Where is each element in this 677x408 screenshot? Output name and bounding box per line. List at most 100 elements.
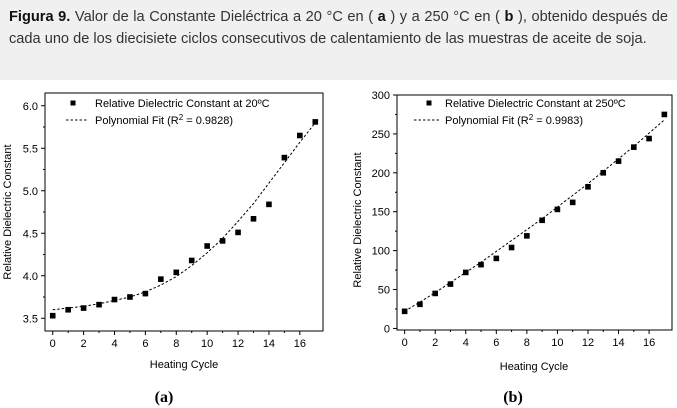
x-tick-label: 16 [294,338,306,350]
caption-text-1: Valor de la Constante Dieléctrica a 20 °… [70,9,378,25]
data-point [401,308,408,315]
y-tick-label: 5.0 [23,186,38,198]
data-point [478,261,484,268]
y-tick-label: 250 [372,129,390,141]
data-point [312,119,319,125]
caption-panel-b: b [504,9,514,25]
y-tick-label: 4.5 [23,228,38,240]
data-point [281,154,288,161]
data-point [585,184,591,190]
data-point [80,305,87,311]
x-tick-label: 12 [582,337,594,349]
legend-label-data: Relative Dielectric Constant at 20ºC [95,98,270,110]
caption-panel-a: a [377,9,386,25]
data-point [219,238,226,244]
legend-fit-r2: = 0.9983) [533,115,583,127]
x-tick-label: 8 [173,338,179,350]
y-axis-title: Relative Dielectric Constant [352,152,364,287]
data-point [462,269,469,276]
caption-text-2: ) y a 250 °C en ( [385,9,505,25]
data-point [432,290,438,297]
data-point [646,135,652,142]
x-tick-label: 16 [643,337,655,349]
panel-label-b: (b) [503,389,523,406]
polynomial-fit-line [52,122,316,311]
legend-marker-square [70,100,76,106]
data-point [158,276,164,282]
legend-marker-square [426,100,432,106]
x-tick-label: 6 [142,338,148,350]
x-tick-label: 14 [263,338,275,350]
data-point [508,244,515,251]
y-tick-label: 150 [372,207,390,219]
data-point [493,255,500,262]
data-point [96,301,102,308]
y-tick-label: 50 [378,285,390,297]
caption-text-3: ), obtenido después de cada uno de los d… [9,9,668,47]
y-tick-label: 4.0 [23,271,38,283]
x-tick-label: 10 [201,338,213,350]
data-point [173,269,180,276]
y-tick-label: 100 [372,246,390,258]
x-tick-label: 4 [111,338,117,350]
legend-fit-superscript: 2 [529,113,534,122]
data-point [447,281,454,287]
data-point [49,312,56,319]
figure-caption: Figura 9. Valor de la Constante Dieléctr… [0,0,677,80]
data-point [65,306,71,313]
charts-figure: 0 2 4 6 8 10 12 14 16 3.5 4.0 4.5 5.0 5.5 6.0 Relative… [2,90,673,406]
legend-label-data: Relative Dielectric Constant at 250ºC [445,98,626,110]
data-point [250,216,257,222]
data-point [661,111,668,118]
data-point [600,170,607,176]
x-tick-label: 4 [463,337,469,349]
x-tick-label: 12 [232,338,244,350]
data-point [142,290,149,297]
x-tick-label: 10 [551,337,563,349]
y-axis-title: Relative Dielectric Constant [2,144,14,279]
chart-b: 0 2 4 6 8 10 12 14 16 0 50 100 150 200 250 300 Relative… [352,90,673,406]
y-tick-label: 300 [372,90,390,102]
data-point [111,296,118,303]
legend-label-fit: Polynomial Fit (R2 = 0.9828) [95,113,233,127]
chart-a-legend: Relative Dielectric Constant at 20ºC Pol… [66,98,270,127]
figure-label: Figura 9. [9,9,71,25]
data-point [554,206,561,213]
x-tick-label: 8 [524,337,530,349]
y-tick-label: 5.5 [23,143,38,155]
x-tick-label: 6 [493,337,499,349]
y-tick-label: 0 [384,323,390,335]
data-point [524,233,530,239]
data-point [631,144,637,150]
legend-fit-text: Polynomial Fit (R [445,115,529,127]
x-tick-label: 2 [81,338,87,350]
chart-b-marks: 0 2 4 6 8 10 12 14 16 0 50 100 150 200 250 300 [372,90,668,349]
data-point [539,217,545,224]
chart-a-marks: 0 2 4 6 8 10 12 14 16 3.5 4.0 4.5 5.0 5.5 6.0 [23,101,319,350]
legend-label-fit: Polynomial Fit (R2 = 0.9983) [445,113,583,127]
data-point [266,201,272,208]
polynomial-fit-line [404,119,665,312]
data-point [188,257,195,264]
chart-b-legend: Relative Dielectric Constant at 250ºC Po… [414,98,626,127]
y-tick-label: 3.5 [23,313,38,325]
chart-b-frame [396,94,673,331]
y-tick-label: 6.0 [23,101,38,113]
data-point [297,132,303,139]
x-tick-label: 0 [402,337,408,349]
legend-fit-text: Polynomial Fit (R [95,115,179,127]
legend-fit-superscript: 2 [179,113,184,122]
x-tick-label: 0 [50,338,56,350]
x-tick-label: 2 [432,337,438,349]
data-point [569,199,576,206]
chart-a-frame [44,92,324,332]
legend-fit-r2: = 0.9828) [183,115,233,127]
data-point [127,294,133,300]
x-axis-title: Heating Cycle [500,361,568,373]
panel-label-a: (a) [155,389,174,406]
x-axis-title: Heating Cycle [150,359,218,371]
data-point [615,158,622,164]
data-point [235,229,241,236]
data-point [204,243,210,249]
data-point [417,301,423,308]
